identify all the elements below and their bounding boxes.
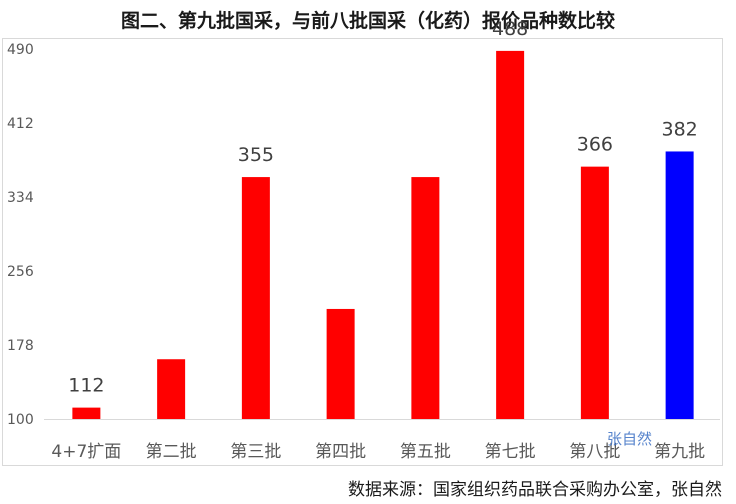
x-tick-label: 4+7扩面 [51, 442, 121, 462]
data-label: 488 [492, 18, 528, 40]
bar [326, 308, 355, 419]
source-note: 数据来源：国家组织药品联合采购办公室，张自然 [348, 480, 722, 500]
bar [580, 166, 609, 419]
x-tick-label: 第九批 [654, 442, 705, 462]
bar [496, 50, 525, 420]
bar [665, 151, 694, 419]
data-label: 355 [238, 144, 274, 166]
y-tick-label: 412 [7, 116, 34, 132]
data-label: 366 [577, 134, 613, 156]
y-tick-label: 178 [7, 338, 34, 354]
data-label: 112 [68, 375, 104, 397]
bar [72, 407, 101, 419]
data-label: 382 [661, 118, 697, 140]
y-tick-label: 256 [7, 264, 34, 280]
watermark: 张自然 [607, 430, 653, 448]
y-tick-label: 490 [7, 42, 34, 58]
y-tick-label: 100 [7, 412, 34, 428]
x-tick-label: 第四批 [315, 442, 366, 462]
y-tick-label: 334 [7, 190, 34, 206]
x-tick-label: 第二批 [146, 442, 197, 462]
bar [411, 177, 440, 419]
chart-title: 图二、第九批国采，与前八批国采（化药）报价品种数比较 [120, 10, 615, 32]
x-tick-label: 第七批 [485, 442, 536, 462]
chart-frame [2, 38, 723, 466]
bar [241, 177, 270, 419]
x-tick-label: 第八批 [569, 442, 620, 462]
bar [157, 359, 186, 419]
x-tick-label: 第三批 [230, 442, 281, 462]
x-tick-label: 第五批 [400, 442, 451, 462]
